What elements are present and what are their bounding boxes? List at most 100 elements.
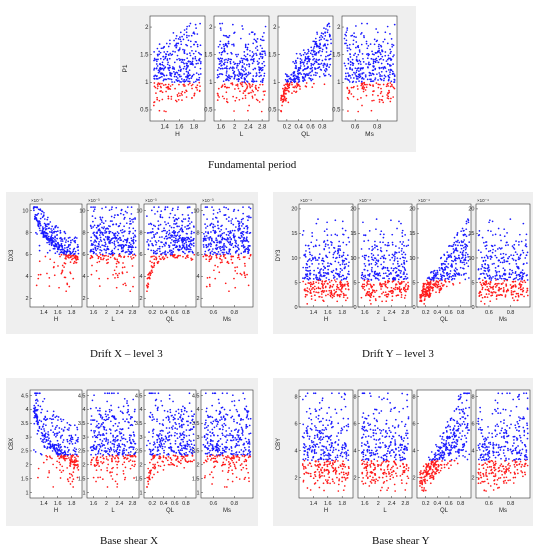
scatter-point	[117, 241, 119, 244]
scatter-point	[360, 296, 363, 299]
scatter-point	[198, 81, 201, 84]
scatter-point	[398, 251, 400, 254]
scatter-point	[519, 254, 522, 257]
scatter-point	[253, 38, 256, 41]
scatter-point	[221, 22, 224, 25]
scatter-point	[365, 284, 368, 287]
scatter-point	[315, 274, 318, 276]
scatter-point	[365, 294, 367, 296]
scatter-point	[309, 253, 312, 256]
scatter-point	[127, 245, 130, 247]
scatter-point	[208, 276, 211, 279]
scatter-point	[304, 244, 307, 247]
scatter-point	[370, 269, 373, 271]
scatter-point	[343, 263, 346, 266]
scatter-point	[374, 244, 376, 246]
scatter-point	[192, 73, 195, 76]
scatter-point	[171, 234, 174, 237]
scatter-point	[196, 84, 199, 87]
scatter-point	[195, 86, 198, 89]
scatter-point	[186, 247, 188, 249]
scatter-point	[503, 280, 506, 282]
scatter-point	[369, 78, 371, 81]
scatter-point	[383, 77, 385, 80]
scatter-point	[224, 42, 227, 45]
scatter-point	[359, 69, 362, 71]
scatter-point	[174, 51, 176, 53]
scatter-point	[497, 227, 500, 230]
scatter-point	[311, 86, 314, 88]
scatter-point	[33, 404, 36, 407]
scatter-point	[50, 418, 53, 421]
scatter-point	[181, 59, 184, 61]
scatter-point	[247, 219, 249, 222]
scatter-point	[366, 283, 369, 285]
scatter-point	[64, 247, 66, 249]
scatter-point	[222, 80, 225, 83]
scatter-point	[213, 269, 215, 272]
scatter-point	[187, 206, 189, 208]
scatter-point	[38, 419, 41, 422]
scatter-point	[441, 274, 444, 277]
scatter-point	[495, 298, 498, 300]
scatter-point	[95, 253, 97, 255]
scatter-point	[132, 232, 135, 235]
scatter-point	[235, 217, 237, 220]
scatter-point	[118, 252, 121, 255]
scatter-point	[194, 57, 197, 60]
scatter-point	[244, 46, 247, 49]
scatter-point	[423, 293, 425, 295]
scatter-point	[339, 245, 341, 247]
scatter-point	[297, 78, 300, 81]
scatter-point	[345, 75, 347, 78]
scatter-point	[62, 429, 65, 431]
scatter-point	[99, 253, 102, 256]
scatter-point	[304, 75, 307, 78]
scatter-point	[313, 45, 316, 48]
scatter-point	[516, 253, 519, 256]
scatter-point	[220, 47, 223, 49]
scatter-point	[382, 83, 385, 86]
scatter-point	[170, 251, 173, 254]
scatter-point	[375, 262, 378, 265]
scatter-point	[347, 236, 350, 239]
scatter-point	[392, 278, 394, 281]
scatter-point	[338, 288, 341, 291]
scatter-point	[240, 273, 243, 276]
scatter-point	[255, 41, 258, 43]
scatter-point	[216, 241, 218, 244]
scatter-point	[106, 238, 109, 241]
scatter-point	[398, 287, 400, 290]
scatter-point	[217, 45, 220, 48]
scatter-point	[61, 246, 64, 249]
scatter-point	[512, 285, 515, 288]
scatter-point	[457, 272, 460, 275]
scatter-point	[261, 53, 264, 56]
scatter-point	[226, 36, 229, 38]
scatter-point	[232, 43, 235, 46]
scatter-point	[241, 242, 244, 244]
scatter-point	[503, 273, 505, 275]
scatter-point	[51, 229, 53, 232]
scatter-point	[56, 230, 59, 232]
scatter-point	[369, 299, 371, 302]
scatter-point	[172, 244, 174, 246]
scatter-point	[461, 261, 464, 264]
scatter-point	[360, 67, 362, 70]
y-tick-label: 0	[294, 305, 297, 311]
scatter-point	[462, 249, 465, 252]
scatter-point	[324, 43, 326, 45]
scatter-point	[503, 261, 506, 263]
y-tick-label: 2	[337, 25, 341, 31]
scatter-point	[346, 297, 349, 299]
scatter-point	[131, 218, 133, 221]
scatter-point	[244, 55, 247, 58]
scatter-point	[227, 262, 230, 265]
scatter-point	[376, 265, 379, 268]
scatter-point	[151, 237, 153, 239]
scatter-point	[234, 235, 236, 238]
scatter-point	[311, 70, 313, 73]
scatter-point	[233, 32, 235, 34]
scatter-point	[354, 73, 357, 75]
scatter-point	[184, 226, 186, 228]
